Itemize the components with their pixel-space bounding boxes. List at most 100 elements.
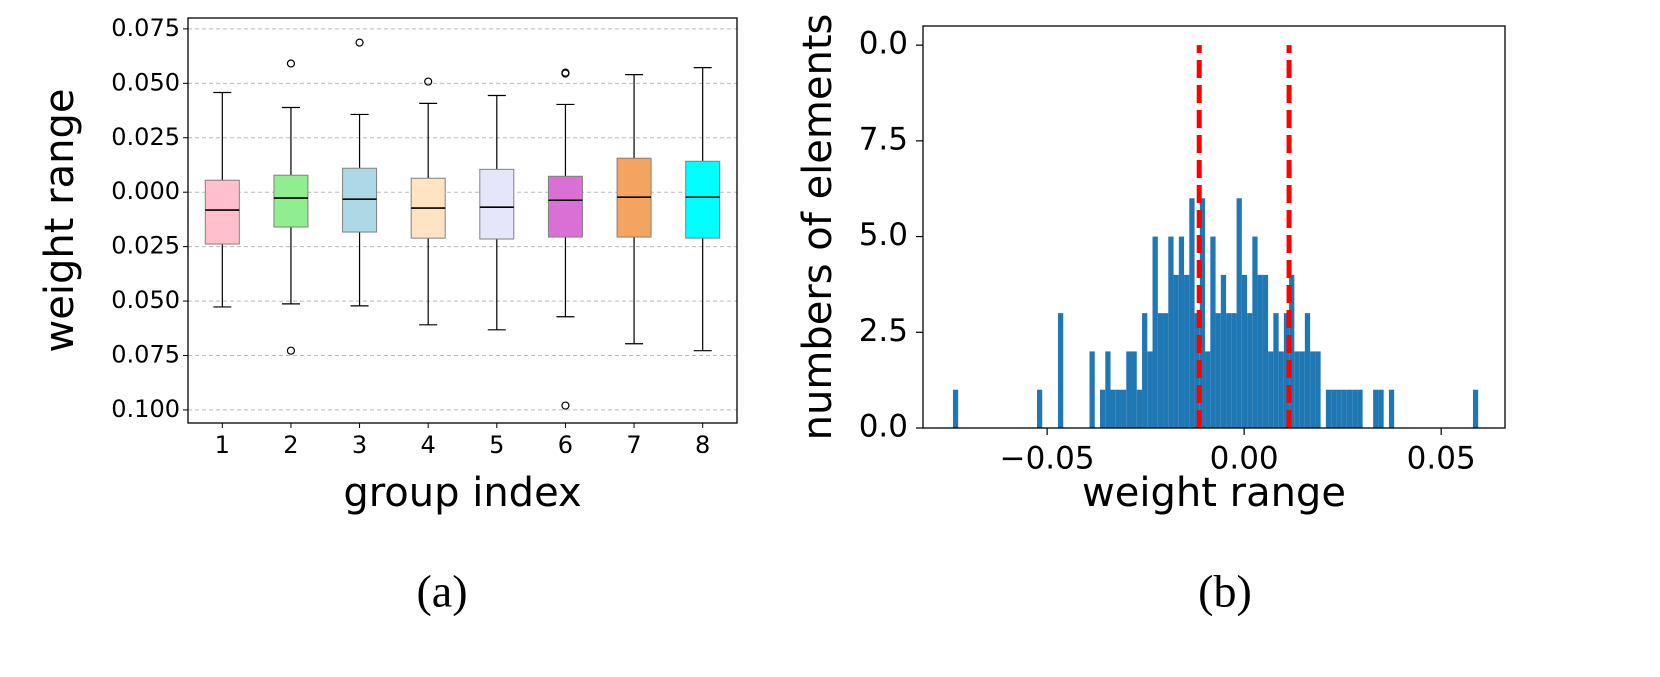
bar	[1036, 389, 1043, 428]
bar	[1310, 351, 1316, 428]
flier	[424, 77, 433, 86]
x-tick-label: 6	[558, 431, 573, 459]
box	[342, 167, 378, 233]
bar	[1294, 351, 1300, 428]
bar	[1341, 389, 1347, 428]
bar	[1231, 313, 1237, 428]
plot-frame	[187, 17, 738, 424]
y-tick-label: 2.5	[859, 313, 908, 349]
bar	[1089, 351, 1095, 428]
bar	[1173, 274, 1179, 428]
caption: (b)	[1198, 566, 1252, 617]
y-tick-label: 0.050	[111, 68, 180, 96]
x-tick-label: 0.00	[1210, 441, 1279, 477]
bar	[1142, 313, 1148, 428]
y-tick-label: 0.075	[111, 14, 180, 42]
y-tick-label: 5.0	[859, 217, 908, 253]
flier	[286, 346, 296, 355]
bar	[1299, 351, 1305, 428]
x-tick-label: 8	[695, 431, 710, 459]
box	[204, 179, 240, 245]
bar	[1057, 313, 1064, 428]
bar	[1157, 313, 1164, 428]
bar	[1220, 274, 1227, 428]
bar	[1152, 236, 1158, 428]
bar	[1346, 389, 1353, 428]
bar	[1184, 274, 1190, 428]
bar	[1289, 274, 1295, 428]
bar	[1236, 198, 1242, 428]
x-tick-label: 1	[215, 431, 230, 459]
box	[479, 168, 515, 240]
bar	[1352, 389, 1358, 428]
bar	[1304, 313, 1311, 428]
flier	[286, 59, 296, 68]
y-tick-label: 0.025	[111, 232, 180, 260]
x-tick-label: −0.05	[1000, 441, 1095, 477]
box	[547, 175, 583, 238]
bar	[1131, 351, 1137, 428]
bar	[1215, 313, 1221, 428]
bar	[1210, 236, 1216, 428]
bar	[1331, 389, 1337, 428]
bar	[1121, 389, 1127, 428]
y-tick-label: 0.000	[111, 177, 180, 205]
bar	[1136, 389, 1143, 428]
bar	[1163, 313, 1169, 428]
bar	[1278, 351, 1284, 428]
y-tick-label: 0.075	[111, 341, 180, 369]
bar	[1189, 198, 1195, 428]
y-tick-label: 0.050	[111, 286, 180, 314]
box	[685, 160, 721, 239]
box	[273, 174, 309, 228]
flier	[561, 68, 570, 77]
x-tick-label: 2	[283, 431, 298, 459]
x-tick-label: 7	[626, 431, 641, 459]
bar	[1115, 389, 1122, 428]
plot-frame	[922, 25, 1506, 429]
bar	[1247, 313, 1253, 428]
bar	[1147, 351, 1153, 428]
bar	[1273, 313, 1279, 428]
x-tick-label: 0.05	[1407, 441, 1476, 477]
bar	[1126, 351, 1132, 428]
bar	[1388, 389, 1395, 428]
bar	[1357, 389, 1363, 428]
x-tick-label: 5	[489, 431, 504, 459]
bar	[1178, 236, 1185, 428]
bar	[1373, 389, 1379, 428]
bar	[1315, 351, 1321, 428]
x-tick-label: 3	[352, 431, 367, 459]
x-axis-label: weight range	[1082, 470, 1346, 516]
x-axis-label: group index	[343, 470, 581, 516]
bar	[1268, 351, 1274, 428]
flier	[561, 401, 570, 410]
bar	[1199, 198, 1206, 428]
x-tick-label: 4	[421, 431, 436, 459]
bar	[1283, 313, 1290, 428]
bar	[1378, 389, 1384, 428]
y-tick-label: 7.5	[859, 121, 908, 157]
bar	[1472, 389, 1479, 428]
bar	[1110, 389, 1116, 428]
bar	[1205, 351, 1211, 428]
bar	[1100, 389, 1106, 428]
flier	[355, 38, 364, 47]
bar	[1241, 274, 1248, 428]
y-tick-label: 0.100	[111, 395, 180, 423]
bar	[1257, 274, 1263, 428]
bar	[1336, 389, 1342, 428]
y-tick-label: 0.0	[859, 409, 908, 445]
caption: (a)	[416, 566, 467, 617]
bar	[1325, 389, 1332, 428]
bar	[952, 389, 959, 428]
bar	[1262, 274, 1269, 428]
bar	[1226, 313, 1232, 428]
y-axis-label: numbers of elements	[795, 14, 841, 441]
bar	[1252, 236, 1258, 428]
y-tick-label: 0.0	[859, 26, 908, 62]
y-axis-label: weight range	[37, 89, 83, 353]
y-tick-label: 0.025	[111, 123, 180, 151]
bar	[1168, 236, 1174, 428]
